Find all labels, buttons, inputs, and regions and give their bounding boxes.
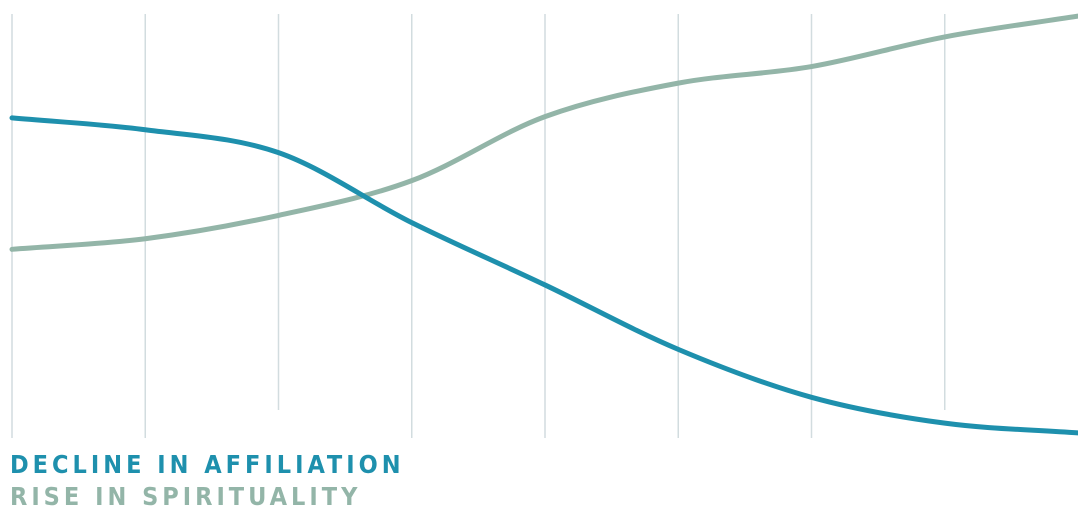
chart-grid xyxy=(11,14,946,438)
series-line-affiliation xyxy=(9,115,1078,436)
legend-decline-in-affiliation: DECLINE IN AFFILIATION xyxy=(10,450,405,479)
chart-legend: DECLINE IN AFFILIATION RISE IN SPIRITUAL… xyxy=(10,449,405,513)
chart-series xyxy=(9,13,1078,436)
legend-rise-in-spirituality: RISE IN SPIRITUALITY xyxy=(10,482,362,511)
series-line-spirituality xyxy=(9,13,1078,252)
